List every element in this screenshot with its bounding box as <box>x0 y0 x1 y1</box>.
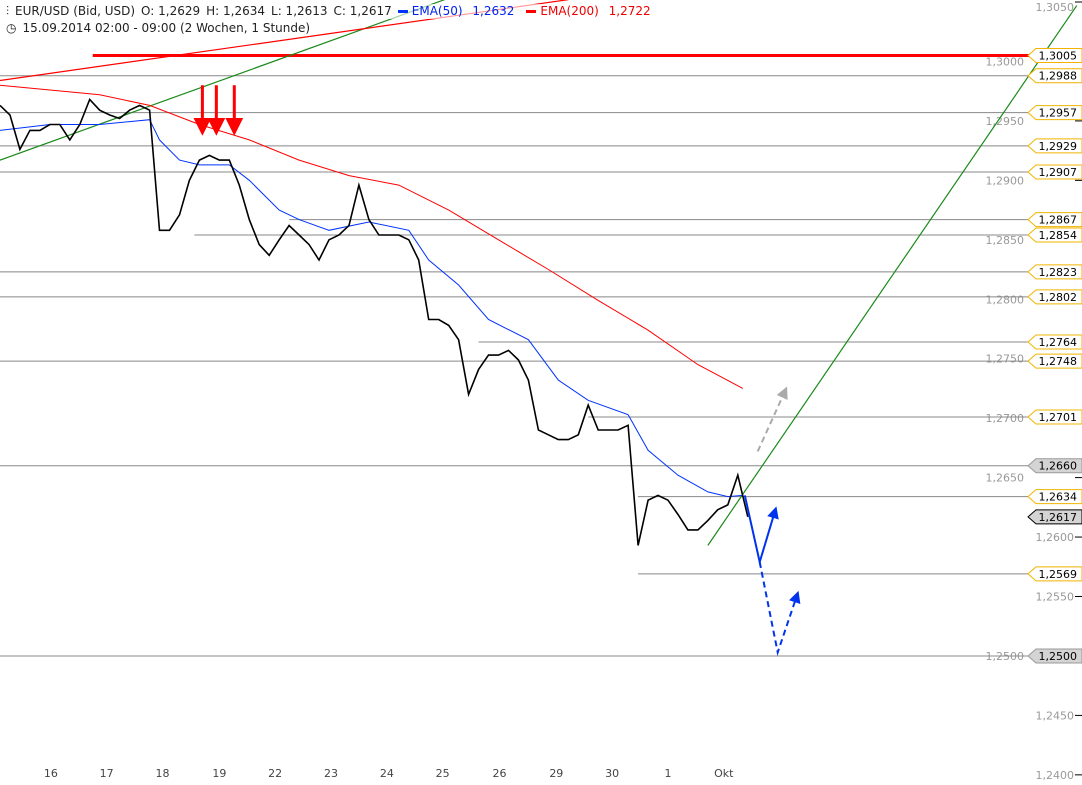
price-label-box <box>1027 212 1082 228</box>
price-label-box <box>1027 353 1082 369</box>
price-label-text: 1,2802 <box>1039 291 1078 304</box>
y-tick-label: 1,3050 <box>1036 1 1075 14</box>
x-tick-label: 1 <box>664 767 671 780</box>
price-label-box <box>1027 227 1082 243</box>
y-tick-label: 1,2450 <box>1036 709 1075 722</box>
x-tick-label: 18 <box>156 767 170 780</box>
y-tick-label: 1,2850 <box>986 234 1025 247</box>
price-label-box <box>1027 164 1082 180</box>
period-label: 15.09.2014 02:00 - 09:00 (2 Wochen, 1 St… <box>22 21 311 35</box>
y-tick-label: 1,3000 <box>986 55 1025 68</box>
x-tick-label: 24 <box>380 767 394 780</box>
y-tick-label: 1,2950 <box>986 115 1025 128</box>
ema-line-50 <box>0 119 743 498</box>
price-label-box <box>1027 48 1082 64</box>
y-tick-label: 1,2400 <box>1036 769 1075 782</box>
x-tick-label: 30 <box>605 767 619 780</box>
price-label-box <box>1027 68 1082 84</box>
x-tick-label: 23 <box>324 767 338 780</box>
x-tick-label: 29 <box>549 767 563 780</box>
blue-forecast-arrow <box>743 495 779 566</box>
price-label-box <box>1027 566 1082 582</box>
clock-icon: ◷ <box>6 21 17 35</box>
blue-dashed-forecast-arrow <box>758 561 801 657</box>
open-value: O: 1,2629 <box>141 4 201 18</box>
low-value: L: 1,2613 <box>271 4 328 18</box>
ema50-value: 1,2632 <box>472 4 515 18</box>
trendline <box>707 5 1078 546</box>
price-label-box <box>1027 509 1082 525</box>
ema200-legend: EMA(200) 1,2722 <box>526 4 656 18</box>
price-label-text: 1,2764 <box>1039 336 1078 349</box>
ema200-label: EMA(200) <box>540 4 599 18</box>
price-label-box <box>1027 105 1082 121</box>
price-label-text: 1,2929 <box>1039 140 1078 153</box>
y-tick-label: 1,2700 <box>986 412 1025 425</box>
gray-dashed-forecast-arrow <box>756 386 788 452</box>
price-label-box <box>1027 648 1082 664</box>
x-tick-label: 17 <box>100 767 114 780</box>
price-label-text: 1,2854 <box>1039 229 1078 242</box>
price-label-box <box>1027 458 1082 474</box>
y-tick-label: 1,2900 <box>986 174 1025 187</box>
close-value: C: 1,2617 <box>333 4 392 18</box>
price-label-text: 1,2660 <box>1039 460 1078 473</box>
x-tick-label: 25 <box>436 767 450 780</box>
y-tick-label: 1,2550 <box>1036 591 1075 604</box>
price-label-box <box>1027 289 1082 305</box>
price-label-text: 1,2748 <box>1039 355 1078 368</box>
ema50-label: EMA(50) <box>411 4 463 18</box>
price-label-box <box>1027 409 1082 425</box>
x-tick-label: 19 <box>212 767 226 780</box>
candlestick-icon: ⫶ <box>6 4 10 18</box>
price-label-text: 1,2907 <box>1039 166 1078 179</box>
instrument-label: EUR/USD (Bid, USD) <box>15 4 136 18</box>
price-label-text: 1,2867 <box>1039 214 1078 227</box>
price-label-text: 1,2634 <box>1039 491 1078 504</box>
ema200-value: 1,2722 <box>608 4 651 18</box>
price-label-text: 1,2500 <box>1039 650 1078 663</box>
price-label-text: 1,2617 <box>1039 511 1078 524</box>
price-label-text: 1,3005 <box>1039 50 1078 63</box>
y-tick-label: 1,2650 <box>986 472 1025 485</box>
price-label-text: 1,2988 <box>1039 70 1078 83</box>
price-label-text: 1,2957 <box>1039 107 1078 120</box>
y-tick-label: 1,2600 <box>1036 531 1075 544</box>
x-tick-label: 16 <box>44 767 58 780</box>
chart-legend: ⫶ EUR/USD (Bid, USD) O: 1,2629 H: 1,2634 L: … <box>6 4 663 19</box>
price-label-text: 1,2569 <box>1039 568 1078 581</box>
x-tick-label: 22 <box>268 767 282 780</box>
ema50-legend: EMA(50) 1,2632 <box>397 4 521 18</box>
price-label-text: 1,2701 <box>1039 411 1078 424</box>
x-tick-label: Okt <box>714 767 734 780</box>
x-tick-label: 26 <box>492 767 506 780</box>
price-label-box <box>1027 334 1082 350</box>
price-label-box <box>1027 138 1082 154</box>
ema-line-200 <box>0 84 744 389</box>
price-line <box>0 98 749 546</box>
price-label-box <box>1027 264 1082 280</box>
price-label-box <box>1027 489 1082 505</box>
high-value: H: 1,2634 <box>206 4 266 18</box>
period-info: ◷ 15.09.2014 02:00 - 09:00 (2 Wochen, 1 S… <box>6 21 317 35</box>
y-tick-label: 1,2750 <box>986 353 1025 366</box>
price-label-text: 1,2823 <box>1039 266 1078 279</box>
y-tick-label: 1,2800 <box>986 293 1025 306</box>
